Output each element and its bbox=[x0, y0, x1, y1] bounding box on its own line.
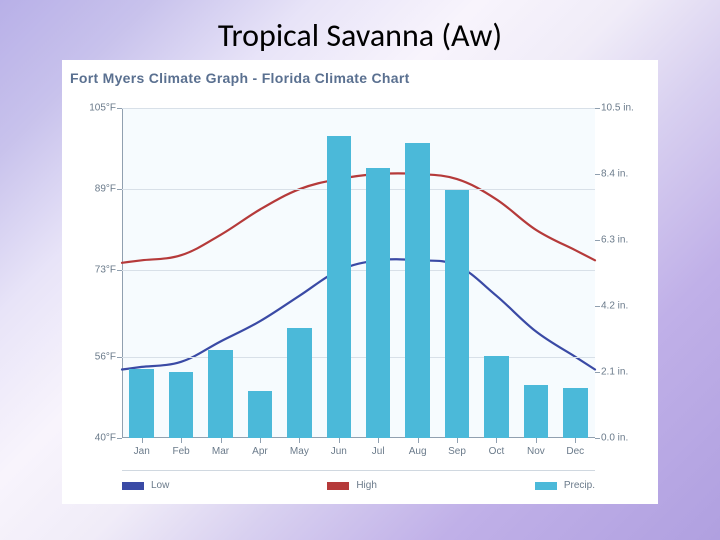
x-label: Sep bbox=[448, 438, 466, 457]
x-label: Jul bbox=[372, 438, 385, 457]
y-right-label: 10.5 in. bbox=[595, 103, 634, 114]
gridline bbox=[122, 108, 595, 109]
climate-chart: Fort Myers Climate Graph - Florida Clima… bbox=[62, 60, 658, 504]
x-label: May bbox=[290, 438, 309, 457]
legend-item-low: Low bbox=[122, 479, 169, 492]
high-line bbox=[122, 173, 595, 262]
precip-bar bbox=[524, 385, 548, 438]
low-line bbox=[122, 259, 595, 369]
precip-bar bbox=[248, 391, 272, 438]
x-label: Nov bbox=[527, 438, 545, 457]
y-left-label: 73°F bbox=[95, 265, 122, 276]
legend-item-precip: Precip. bbox=[535, 479, 595, 492]
x-label: Feb bbox=[173, 438, 190, 457]
x-label: Jun bbox=[331, 438, 347, 457]
gridline bbox=[122, 357, 595, 358]
legend-label-high: High bbox=[356, 480, 377, 491]
precip-bar bbox=[445, 190, 469, 438]
precip-bar bbox=[287, 328, 311, 438]
y-right-label: 2.1 in. bbox=[595, 367, 628, 378]
chart-title: Fort Myers Climate Graph - Florida Clima… bbox=[70, 70, 410, 86]
precip-bar bbox=[129, 369, 153, 438]
precip-bar bbox=[327, 136, 351, 438]
y-left-label: 40°F bbox=[95, 433, 122, 444]
precip-bar bbox=[366, 168, 390, 438]
y-right-label: 0.0 in. bbox=[595, 433, 628, 444]
legend-label-low: Low bbox=[151, 480, 169, 491]
precip-bar bbox=[484, 356, 508, 438]
precip-bar bbox=[563, 388, 587, 438]
legend-label-precip: Precip. bbox=[564, 480, 595, 491]
plot-area: 40°F56°F73°F89°F105°F0.0 in.2.1 in.4.2 i… bbox=[122, 108, 595, 438]
gridline bbox=[122, 270, 595, 271]
legend-item-high: High bbox=[327, 479, 377, 492]
y-right-label: 6.3 in. bbox=[595, 235, 628, 246]
y-right-label: 4.2 in. bbox=[595, 301, 628, 312]
y-left-label: 56°F bbox=[95, 351, 122, 362]
y-left-label: 105°F bbox=[89, 103, 122, 114]
x-label: Oct bbox=[489, 438, 505, 457]
gridline bbox=[122, 189, 595, 190]
y-right-label: 8.4 in. bbox=[595, 169, 628, 180]
precip-bar bbox=[405, 143, 429, 438]
y-left-label: 89°F bbox=[95, 184, 122, 195]
x-label: Jan bbox=[134, 438, 150, 457]
precip-bar bbox=[208, 350, 232, 438]
legend: Low High Precip. bbox=[122, 470, 595, 492]
legend-swatch-low bbox=[122, 482, 144, 490]
slide: Tropical Savanna (Aw) Fort Myers Climate… bbox=[0, 0, 720, 540]
x-label: Mar bbox=[212, 438, 229, 457]
legend-swatch-precip bbox=[535, 482, 557, 490]
x-label: Dec bbox=[566, 438, 584, 457]
x-label: Aug bbox=[409, 438, 427, 457]
precip-bar bbox=[169, 372, 193, 438]
x-label: Apr bbox=[252, 438, 268, 457]
slide-title: Tropical Savanna (Aw) bbox=[0, 16, 720, 55]
legend-swatch-high bbox=[327, 482, 349, 490]
